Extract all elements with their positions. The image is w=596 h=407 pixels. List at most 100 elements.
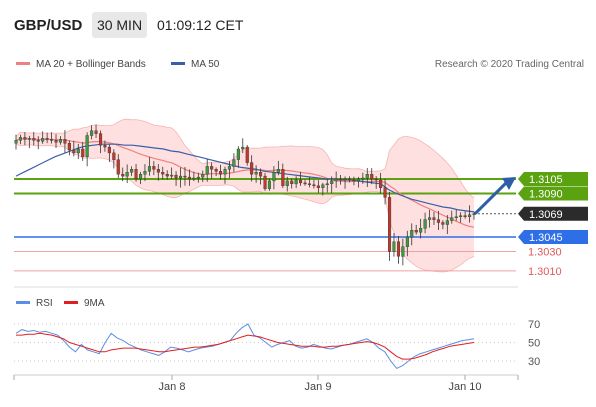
candle (187, 169, 192, 186)
rsi-level-label-50: 50 (528, 338, 540, 350)
candle (183, 166, 187, 186)
candle-body (41, 138, 45, 142)
candle-body (334, 178, 338, 182)
candle-body (214, 169, 218, 172)
candle-body (276, 169, 280, 173)
candle-body (423, 219, 427, 229)
candle (121, 167, 125, 182)
ma20-legend-swatch (16, 62, 30, 65)
candle-body (383, 187, 387, 198)
candle-body (432, 217, 436, 220)
candle-body (254, 171, 258, 175)
candle-body (90, 130, 94, 136)
candle (365, 168, 369, 187)
candle-body (67, 142, 71, 151)
candle (50, 132, 54, 144)
candle-body (187, 176, 192, 180)
candle (201, 170, 205, 183)
candle-body (321, 184, 325, 188)
candle-body (356, 178, 361, 182)
level-label-1.3090: 1.3090 (529, 189, 563, 201)
candle-body (468, 214, 472, 217)
ma50-legend-swatch (171, 62, 185, 65)
candle (90, 125, 94, 140)
candle (223, 166, 227, 184)
forecast-arrow-shaft (474, 181, 508, 215)
candle-body (27, 138, 31, 140)
candle-body (428, 217, 432, 220)
candle (441, 220, 445, 230)
candle (450, 210, 454, 224)
candle (205, 159, 209, 182)
candle (272, 166, 276, 190)
candle-body (156, 169, 160, 173)
candle-body (263, 175, 267, 189)
candle (459, 212, 463, 223)
level-box-1.3105 (518, 172, 588, 186)
candle-body (441, 222, 445, 225)
candle-body (161, 171, 165, 175)
candlesticks (14, 124, 476, 266)
ma50-legend-label: MA 50 (191, 59, 220, 70)
candle (414, 224, 418, 235)
candle-body (98, 133, 103, 146)
candle (174, 171, 178, 186)
candle (156, 164, 160, 181)
candle-body (259, 171, 263, 177)
candle-body (392, 241, 396, 252)
candle (388, 191, 392, 261)
candle (36, 136, 40, 150)
candle (18, 134, 23, 145)
candle-body (152, 166, 156, 170)
candle (410, 223, 414, 246)
bollinger-upper-line (15, 118, 475, 199)
candle (307, 177, 312, 188)
candle-body (63, 139, 67, 144)
candle (312, 179, 316, 189)
candle (405, 230, 409, 257)
candle-body (459, 215, 463, 217)
bollinger-band (15, 118, 475, 273)
candle (214, 167, 218, 176)
candle-body (85, 135, 89, 157)
timeframe-chip[interactable] (92, 12, 147, 38)
ma20-legend-label: MA 20 + Bollinger Bands (36, 59, 146, 70)
candle-body (218, 171, 223, 175)
candle-body (125, 171, 129, 177)
pair-title: GBP/USD (14, 17, 83, 34)
candle-body (196, 176, 200, 179)
candle (396, 236, 401, 264)
level-label-1.3010: 1.3010 (528, 266, 562, 278)
candle (147, 157, 152, 176)
candle (76, 143, 80, 160)
candle-body (267, 180, 272, 189)
candle-body (94, 130, 98, 134)
candle-body (245, 146, 249, 163)
candle-body (472, 213, 476, 216)
candle (352, 176, 356, 186)
x-tick-label: Jan 10 (448, 381, 481, 393)
candle (143, 164, 147, 182)
candle-body (450, 217, 454, 221)
candle (419, 218, 423, 239)
level-label-1.3030: 1.3030 (528, 247, 562, 259)
candle (45, 132, 49, 144)
candle (241, 138, 245, 154)
rsi-line (15, 323, 475, 370)
candle (303, 179, 307, 186)
candle (196, 172, 200, 183)
candle-body (134, 169, 138, 180)
candle-body (419, 228, 423, 233)
candle (125, 164, 129, 184)
candle-body (294, 179, 298, 185)
candle (259, 168, 263, 185)
candle-body (112, 152, 116, 160)
candle (356, 176, 361, 188)
candle-body (130, 169, 134, 173)
candle-body (316, 185, 320, 188)
candle-body (445, 220, 449, 225)
candle-body (343, 178, 347, 181)
candle (170, 167, 174, 180)
candle (316, 180, 320, 193)
candle-body (116, 159, 120, 175)
